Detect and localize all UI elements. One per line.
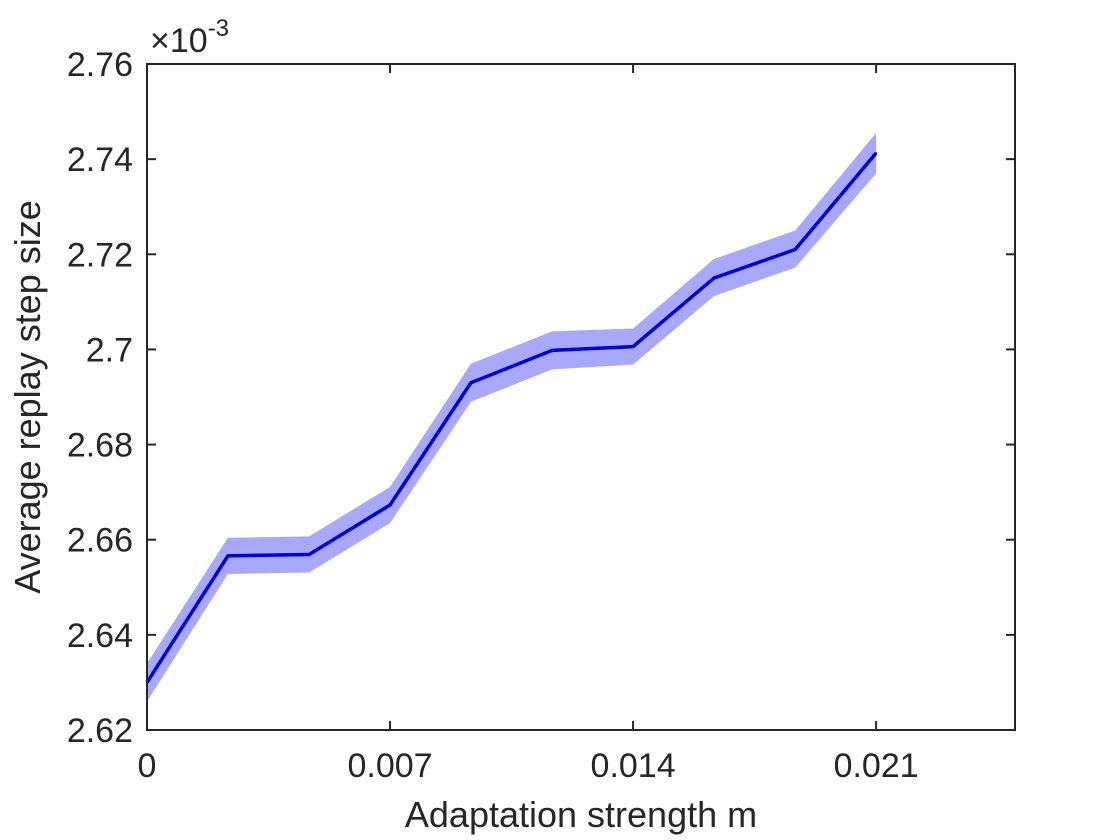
plot-frame xyxy=(146,63,1016,731)
y-tick-label: 2.7 xyxy=(86,331,133,369)
x-tick-label: 0 xyxy=(138,747,157,785)
y-multiplier-base: ×10 xyxy=(150,22,208,60)
data-point xyxy=(875,152,877,154)
series-line-0 xyxy=(145,151,878,684)
x-tick-label: 0.014 xyxy=(591,747,676,785)
series-line-layer xyxy=(145,151,878,684)
x-tick-label: 0.007 xyxy=(347,747,432,785)
y-multiplier-label: ×10-3 xyxy=(150,15,229,60)
y-tick-label: 2.62 xyxy=(67,712,133,750)
data-point xyxy=(308,553,310,556)
data-point xyxy=(632,345,634,348)
y-tick-label: 2.74 xyxy=(67,141,133,179)
y-tick-label: 2.72 xyxy=(67,236,133,274)
plot-background xyxy=(147,64,1015,730)
y-tick-label: 2.76 xyxy=(67,46,133,84)
x-tick-label: 0.021 xyxy=(834,747,919,785)
y-axis-title: Average replay step size xyxy=(7,200,48,594)
data-point xyxy=(794,248,797,251)
y-tick-label: 2.68 xyxy=(67,427,133,465)
data-point xyxy=(227,555,229,557)
data-point xyxy=(713,277,715,279)
y-tick-label: 2.64 xyxy=(67,617,133,655)
data-point xyxy=(389,504,391,506)
y-multiplier-exponent: -3 xyxy=(208,15,229,42)
tick-layer: 0 0.007 0.014 0.021 2.62 2.64 2.66 2.68 2.7 2.72 2… xyxy=(67,46,1015,785)
x-axis-title: Adaptation strength m xyxy=(405,794,757,835)
y-tick-label: 2.66 xyxy=(67,522,133,560)
data-point xyxy=(470,381,472,384)
confidence-band-layer xyxy=(147,132,877,702)
confidence-band-0 xyxy=(147,132,877,702)
data-point xyxy=(551,349,553,352)
